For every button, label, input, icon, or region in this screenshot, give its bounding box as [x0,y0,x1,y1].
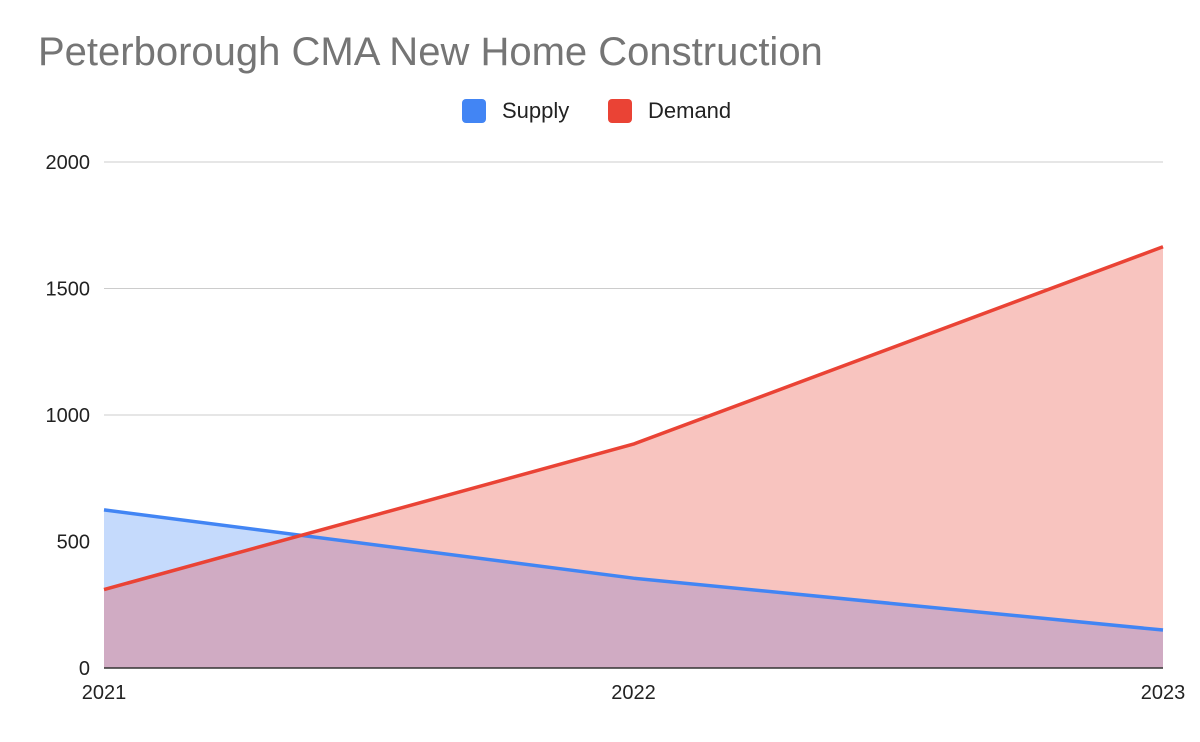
legend-item-supply[interactable]: Supply [462,98,569,124]
line-supply [103,508,1164,632]
area-overlap [104,535,1163,668]
y-tick-label-1000: 1000 [46,405,91,427]
y-tick-label-2000: 2000 [46,152,91,174]
legend: Supply Demand [0,98,1200,128]
y-tick-label-1500: 1500 [46,279,91,301]
chart-title: Peterborough CMA New Home Construction [38,30,823,74]
y-tick-label-500: 500 [57,532,90,554]
legend-swatch-demand [608,99,632,123]
legend-label-supply: Supply [502,98,570,123]
legend-label-demand: Demand [648,98,732,123]
legend-swatch-supply [462,99,486,123]
x-tick-label-2023: 2023 [1141,682,1186,704]
legend-item-demand[interactable]: Demand [608,98,731,124]
line-demand [103,245,1164,592]
x-tick-label-2021: 2021 [82,682,127,704]
y-tick-label-0: 0 [79,658,90,680]
x-tick-label-2022: 2022 [611,682,656,704]
